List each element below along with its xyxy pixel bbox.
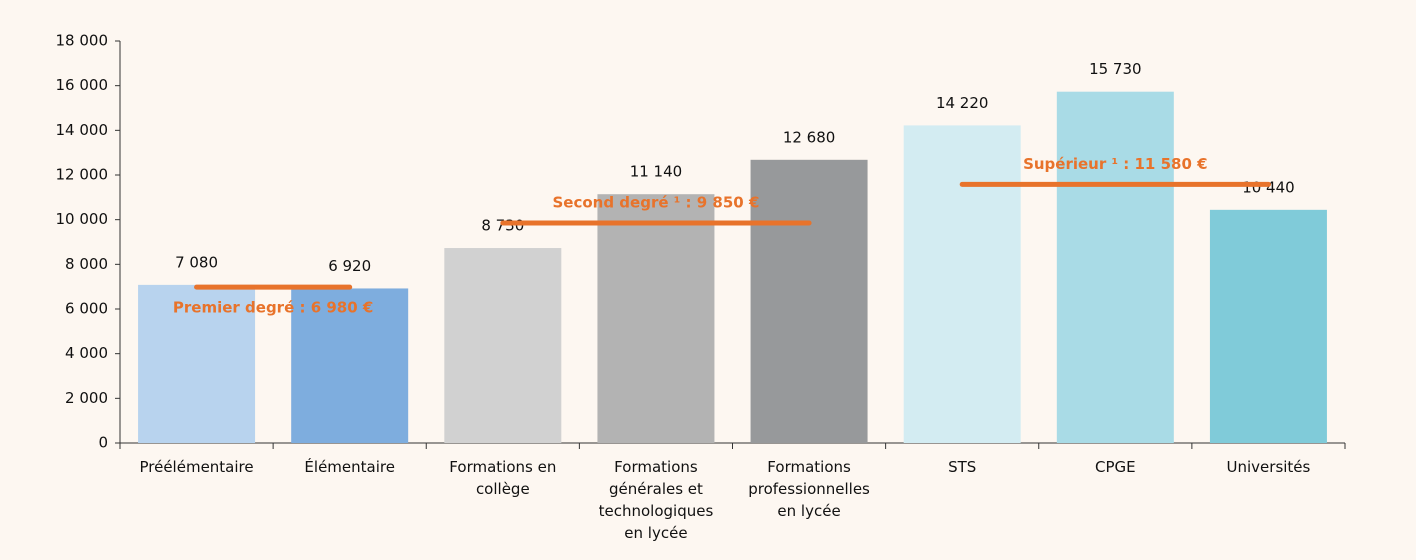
value-label: 14 220 xyxy=(936,94,989,112)
y-tick-label: 10 000 xyxy=(56,210,109,228)
bar xyxy=(1209,209,1327,443)
average-label: Premier degré : 6 980 € xyxy=(173,299,373,317)
value-label: 7 080 xyxy=(175,253,218,271)
value-label: 10 440 xyxy=(1242,178,1295,196)
x-tick-label: Formations professionnelles en lycée xyxy=(748,458,870,520)
x-tick-label: CPGE xyxy=(1095,458,1136,476)
y-tick-label: 6 000 xyxy=(65,300,108,318)
bar xyxy=(444,248,562,443)
y-tick-label: 16 000 xyxy=(56,76,109,94)
average-label: Second degré ¹ : 9 850 € xyxy=(552,194,759,212)
x-tick-label: Formations en collège xyxy=(449,458,556,498)
bar xyxy=(138,284,256,443)
value-label: 8 730 xyxy=(481,217,524,235)
x-tick-label: Universités xyxy=(1227,458,1311,476)
bar xyxy=(597,194,715,443)
x-tick-label: Élémentaire xyxy=(304,457,395,476)
average-label: Supérieur ¹ : 11 580 € xyxy=(1023,155,1207,173)
bar xyxy=(1056,91,1174,444)
y-tick-label: 4 000 xyxy=(65,344,108,362)
x-tick-label: Formations générales et technologiques en l… xyxy=(599,458,714,542)
y-tick-label: 0 xyxy=(98,434,108,452)
bar xyxy=(291,288,409,443)
y-tick-label: 14 000 xyxy=(56,121,109,139)
x-tick-label: Préélémentaire xyxy=(139,458,253,476)
y-tick-label: 2 000 xyxy=(65,389,108,407)
y-tick-label: 18 000 xyxy=(56,32,109,50)
value-label: 15 730 xyxy=(1089,60,1142,78)
y-tick-label: 12 000 xyxy=(56,166,109,184)
bar xyxy=(903,125,1021,444)
bar xyxy=(750,159,868,443)
value-label: 11 140 xyxy=(630,163,683,181)
y-tick-label: 8 000 xyxy=(65,255,108,273)
value-label: 6 920 xyxy=(328,257,371,275)
value-label: 12 680 xyxy=(783,128,836,146)
x-tick-label: STS xyxy=(948,458,976,476)
